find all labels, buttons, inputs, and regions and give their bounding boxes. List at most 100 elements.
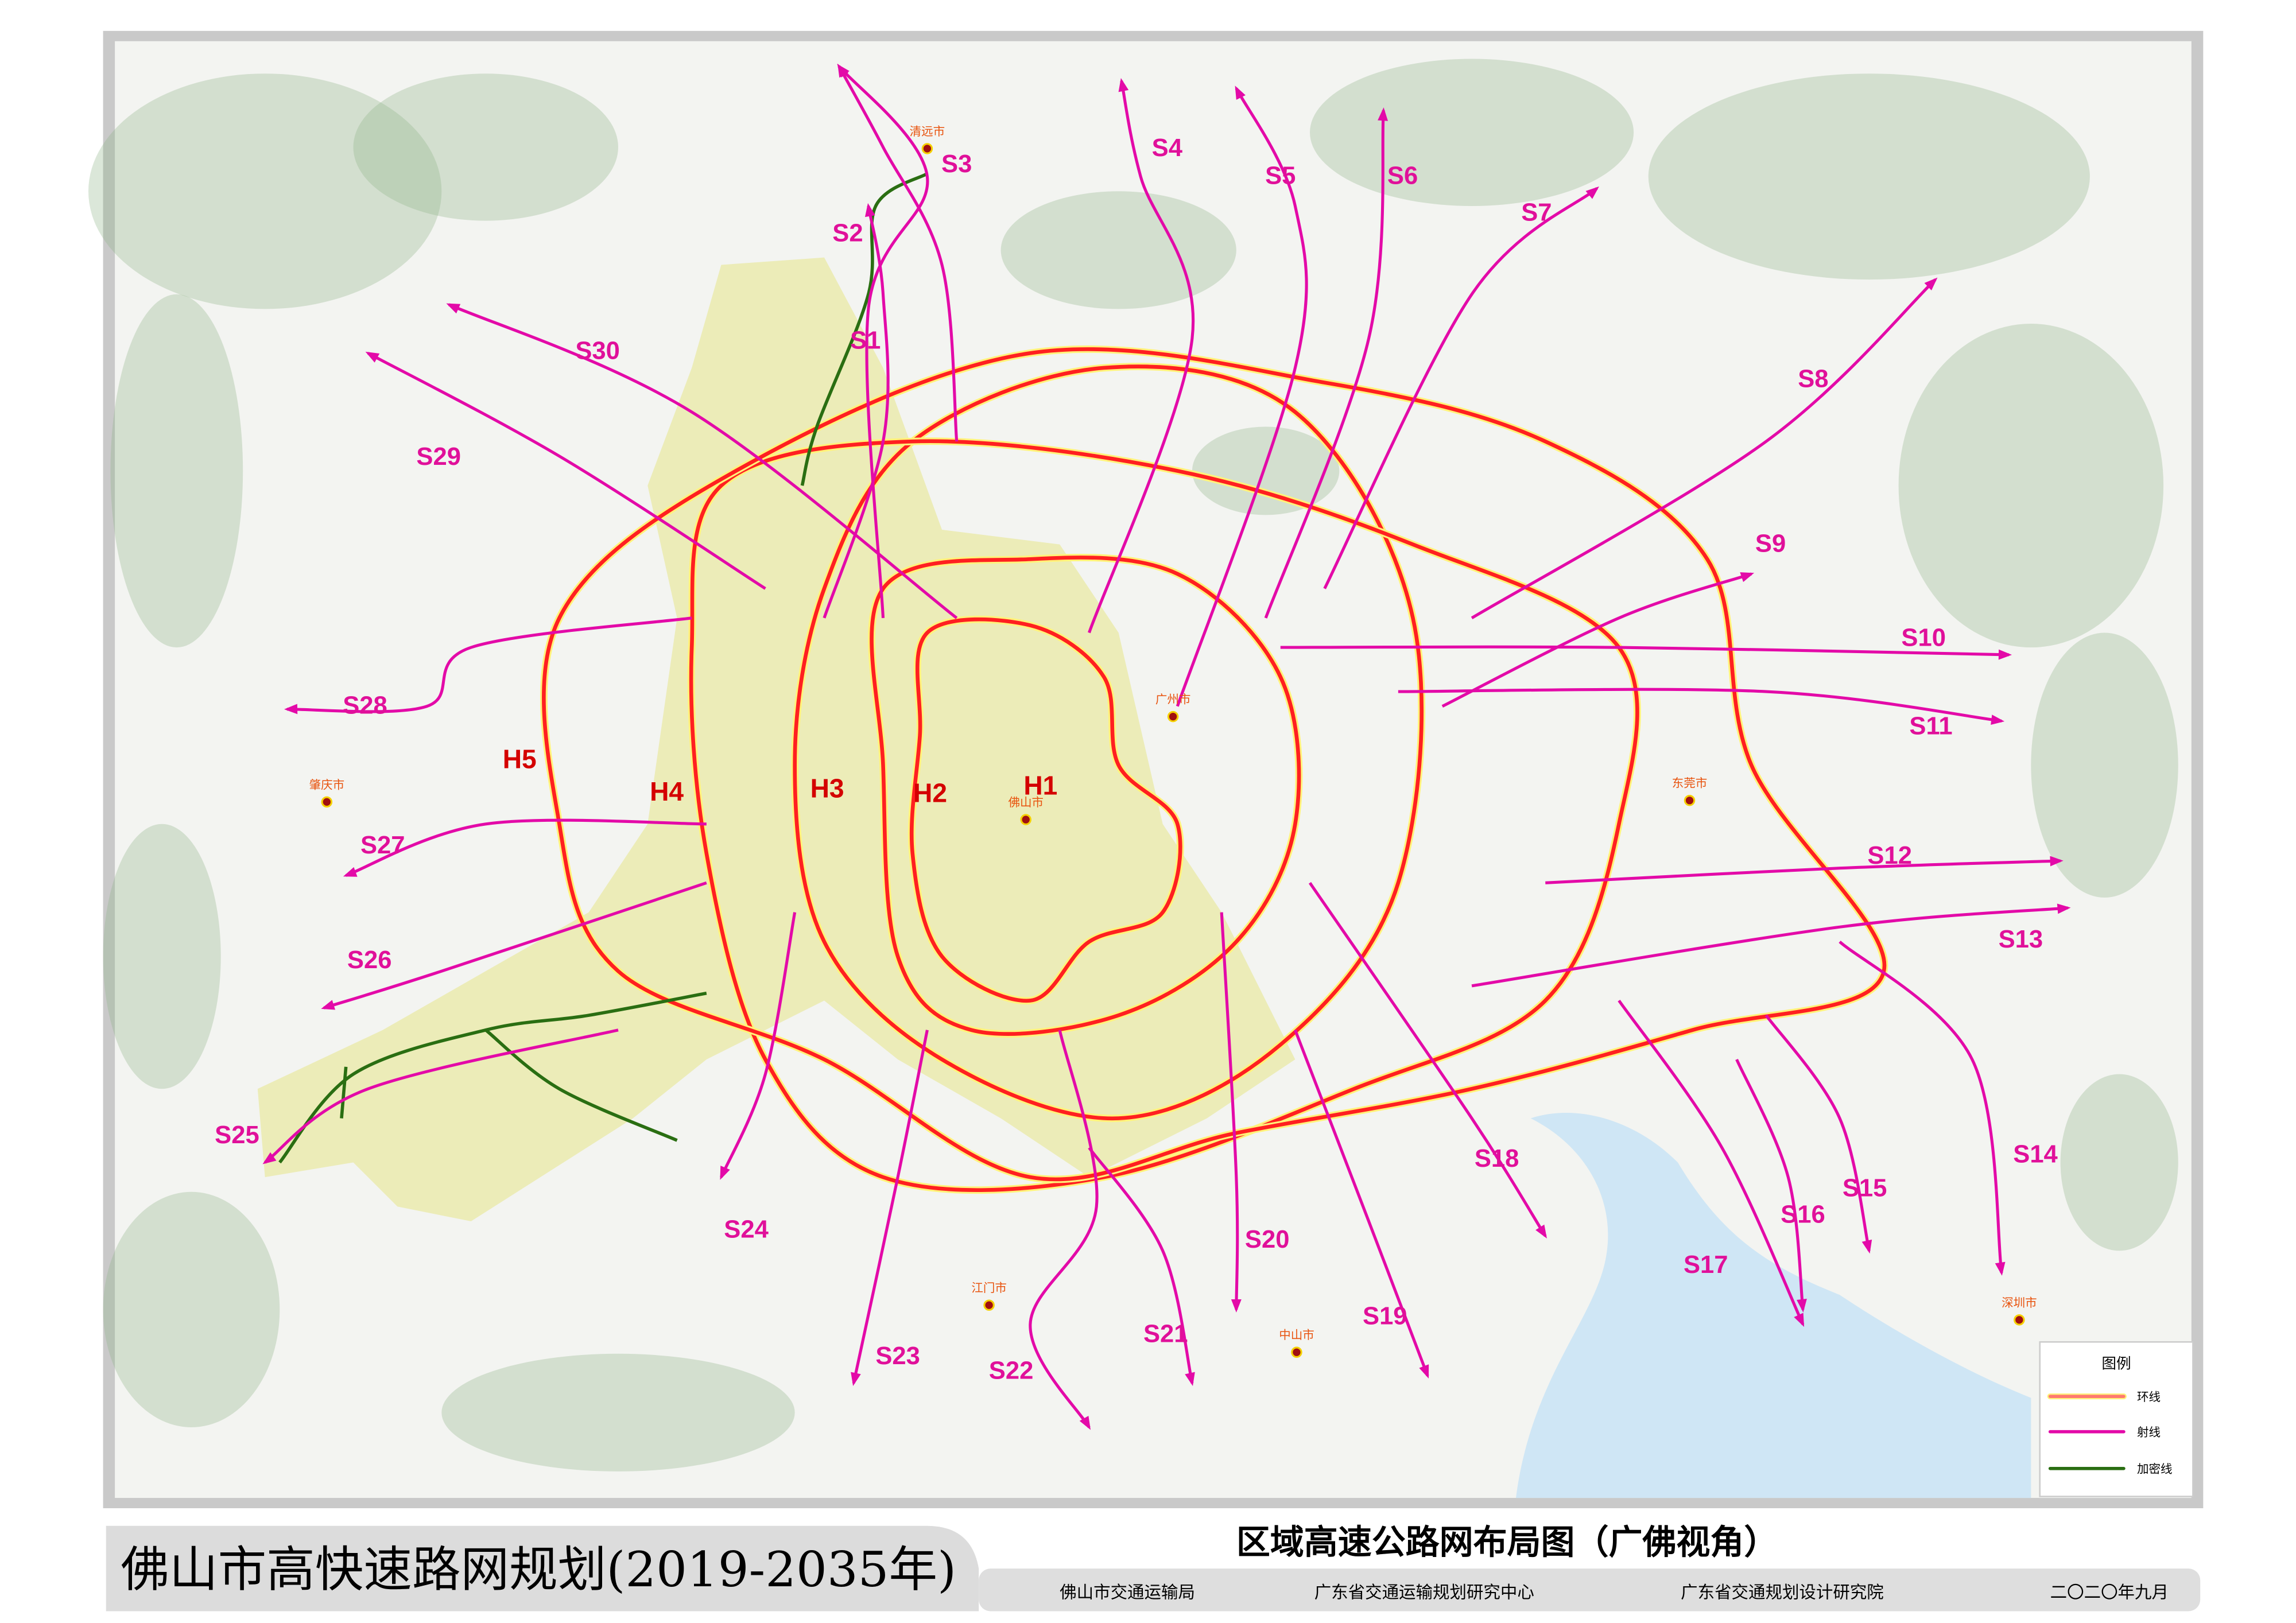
label-s4: S4: [1152, 134, 1182, 162]
label-s17: S17: [1684, 1251, 1728, 1279]
radial-s21[interactable]: [1088, 1147, 1194, 1384]
radial-s27[interactable]: [345, 818, 707, 877]
city-label: 佛山市: [1008, 795, 1044, 809]
terrain-patch: [441, 1353, 795, 1471]
label-s14: S14: [2013, 1140, 2058, 1168]
arrow-icon: [446, 303, 461, 314]
road-labels: S1 S2 S3 S4 S5 S6 S7 S8 S9 S10 S11 S12 S13 S14 S15 S16 S…: [215, 134, 2058, 1385]
sea: [1515, 1112, 2031, 1498]
label-s7: S7: [1521, 199, 1552, 227]
arrow-icon: [284, 704, 298, 715]
radial-s29[interactable]: [367, 352, 766, 590]
radial-s20[interactable]: [1220, 912, 1239, 1310]
densify-line[interactable]: [340, 1066, 348, 1119]
radial-s1[interactable]: [837, 65, 929, 618]
terrain-patch: [1310, 59, 1634, 206]
arrow-icon: [851, 1372, 861, 1387]
label-s9: S9: [1755, 530, 1786, 557]
arrow-icon: [1797, 1299, 1807, 1313]
radial-s18[interactable]: [1308, 882, 1547, 1237]
radial-s26[interactable]: [323, 881, 707, 1009]
terrain-patch: [103, 824, 221, 1089]
city-marker-icon: [2014, 1314, 2025, 1326]
arrow-icon: [1185, 1372, 1195, 1387]
legend-ring-label: 环线: [2137, 1390, 2161, 1404]
terrain-patch: [2060, 1074, 2178, 1251]
arrow-icon: [2050, 856, 2064, 867]
label-s18: S18: [1475, 1145, 1519, 1172]
ring-h5[interactable]: [542, 347, 1887, 1182]
radial-s17[interactable]: [1618, 999, 1805, 1325]
label-s20: S20: [1245, 1226, 1290, 1253]
label-s27: S27: [360, 832, 405, 859]
radial-s4[interactable]: [1088, 80, 1195, 634]
label-s30: S30: [575, 337, 620, 365]
label-s19: S19: [1363, 1303, 1407, 1330]
radial-s30[interactable]: [448, 303, 958, 619]
label-s24: S24: [724, 1216, 769, 1243]
city-label: 江门市: [971, 1281, 1007, 1295]
densify-line[interactable]: [800, 172, 928, 486]
radial-s11[interactable]: [1398, 688, 2002, 723]
legend-radial-label: 射线: [2137, 1425, 2161, 1439]
arrow-icon: [864, 203, 875, 218]
radial-s10[interactable]: [1280, 645, 2009, 657]
radial-s7[interactable]: [1323, 187, 1598, 589]
arrow-icon: [1419, 1364, 1429, 1379]
map-area[interactable]: [115, 41, 2192, 1498]
legend-densify-label: 加密线: [2137, 1462, 2173, 1476]
radial-s15[interactable]: [1764, 1014, 1871, 1251]
radial-s2[interactable]: [823, 205, 890, 619]
arrow-icon: [1118, 77, 1129, 92]
radial-s5[interactable]: [1176, 87, 1308, 707]
ring-h2[interactable]: [870, 556, 1301, 1036]
densify-line[interactable]: [484, 1028, 678, 1142]
radial-s12[interactable]: [1545, 859, 2061, 884]
radial-s3[interactable]: [837, 65, 959, 442]
arrow-icon: [321, 1000, 336, 1010]
radial-s13[interactable]: [1471, 906, 2068, 988]
city-marker-icon: [921, 143, 933, 154]
ring-h1[interactable]: [909, 617, 1182, 1003]
radial-s6[interactable]: [1264, 110, 1385, 619]
ring-h4[interactable]: [689, 439, 1639, 1192]
label-s13: S13: [1999, 926, 2043, 953]
city-label: 深圳市: [2002, 1296, 2037, 1310]
label-h2: H2: [913, 778, 947, 807]
terrain-patch: [103, 1191, 280, 1427]
arrow-icon: [1995, 1261, 2006, 1276]
label-s25: S25: [215, 1121, 259, 1149]
title-box: [106, 1525, 979, 1612]
densify-line[interactable]: [278, 991, 707, 1164]
densify-lines: [278, 172, 928, 1164]
radial-s9[interactable]: [1441, 572, 1752, 708]
radial-s8[interactable]: [1471, 278, 1937, 620]
radial-s25[interactable]: [264, 1028, 619, 1164]
credit-2: 广东省交通运输规划研究中心: [1314, 1582, 1534, 1602]
label-s21: S21: [1143, 1320, 1188, 1348]
radial-s24[interactable]: [720, 912, 797, 1178]
city-label: 广州市: [1155, 693, 1191, 706]
label-s6: S6: [1387, 162, 1418, 189]
radial-s14[interactable]: [1839, 940, 2003, 1273]
radial-s22[interactable]: [1029, 1030, 1099, 1428]
city-marker-icon: [1684, 795, 1696, 806]
label-s2: S2: [832, 219, 863, 247]
arrow-icon: [1998, 649, 2012, 660]
arrow-icon: [1924, 277, 1938, 291]
credits-bar: [979, 1568, 2201, 1612]
radial-roads: [262, 63, 2071, 1430]
arrow-icon: [1378, 107, 1389, 121]
arrow-icon: [837, 63, 849, 78]
arrow-icon: [1535, 1224, 1547, 1239]
arrow-icon: [262, 1152, 277, 1164]
city-label: 东莞市: [1672, 776, 1708, 790]
ring-h3[interactable]: [793, 364, 1424, 1121]
terrain-patch: [1000, 191, 1236, 309]
terrain-layer: [88, 59, 2178, 1471]
radial-s23[interactable]: [852, 1030, 929, 1384]
radial-s28[interactable]: [287, 616, 692, 713]
radial-s16[interactable]: [1735, 1058, 1805, 1310]
radial-s19[interactable]: [1293, 1029, 1429, 1377]
